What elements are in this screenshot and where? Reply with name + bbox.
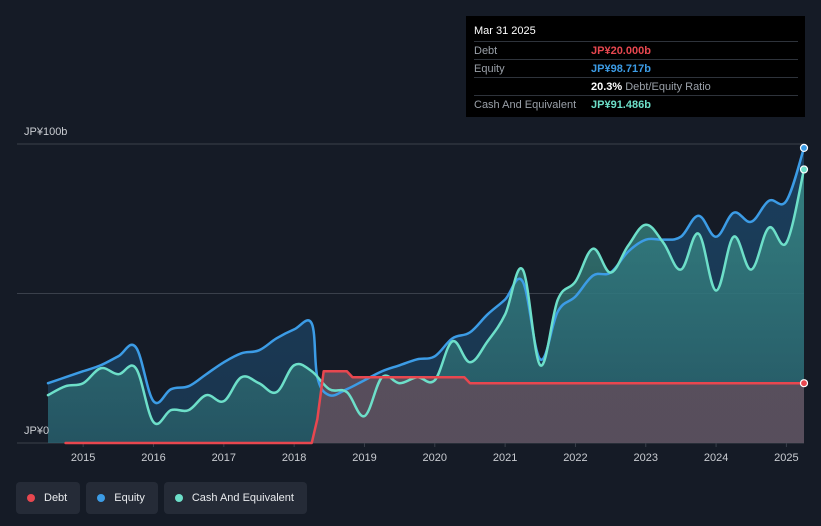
tooltip-label-equity: Equity — [474, 62, 505, 75]
x-tick-label-2016: 2016 — [141, 452, 165, 464]
debt-end-point — [799, 379, 809, 388]
legend-label-equity: Equity — [114, 492, 145, 504]
x-tick-label-2015: 2015 — [71, 452, 95, 464]
x-tick-label-2022: 2022 — [563, 452, 587, 464]
tooltip-ratio-caption: Debt/Equity Ratio — [625, 80, 711, 93]
x-tick-label-2024: 2024 — [704, 452, 728, 464]
legend-item-cash[interactable]: Cash And Equivalent — [163, 482, 307, 514]
tooltip-date: Mar 31 2025 — [474, 25, 536, 37]
cash-area — [48, 169, 804, 444]
tooltip-row-debt: Debt JP¥20.000b — [474, 41, 798, 59]
chart-legend: Debt Equity Cash And Equivalent — [16, 482, 307, 514]
tooltip-value-debt: JP¥20.000b — [591, 44, 651, 57]
series-areas — [48, 147, 804, 444]
tooltip-label-debt: Debt — [474, 44, 498, 57]
series-lines — [46, 146, 806, 445]
x-tick-label-2018: 2018 — [282, 452, 306, 464]
end-markers — [799, 143, 809, 388]
tooltip-value-ratio: 20.3% — [591, 80, 623, 93]
x-tick-label-2023: 2023 — [634, 452, 658, 464]
legend-item-equity[interactable]: Equity — [86, 482, 158, 514]
cash-line — [46, 168, 806, 426]
debt-line — [64, 369, 806, 445]
equity-line — [46, 146, 806, 405]
legend-dot-debt-icon — [27, 494, 35, 502]
tooltip-row-cash: Cash And Equivalent JP¥91.486b — [474, 95, 798, 113]
data-tooltip: Mar 31 2025 Debt JP¥20.000b Equity JP¥98… — [466, 16, 805, 117]
y-tick-label-bottom: JP¥0 — [24, 425, 49, 437]
legend-item-debt[interactable]: Debt — [16, 482, 81, 514]
tooltip-value-cash: JP¥91.486b — [591, 98, 651, 111]
legend-dot-cash-icon — [174, 494, 183, 502]
x-tick-label-2021: 2021 — [493, 452, 517, 464]
cash-end-point — [799, 165, 809, 174]
tooltip-value-equity: JP¥98.717b — [591, 62, 651, 75]
x-tick-label-2020: 2020 — [423, 452, 447, 464]
x-tick-label-2025: 2025 — [774, 452, 798, 464]
y-tick-label-top: JP¥100b — [24, 126, 67, 138]
x-tick-label-2019: 2019 — [352, 452, 376, 464]
x-tick-label-2017: 2017 — [212, 452, 236, 464]
tooltip-row-equity: Equity JP¥98.717b — [474, 59, 798, 77]
equity-end-point — [799, 143, 809, 152]
tooltip-label-cash: Cash And Equivalent — [474, 98, 577, 111]
legend-label-cash: Cash And Equivalent — [191, 492, 294, 504]
tooltip-row-ratio: 20.3% Debt/Equity Ratio — [474, 77, 798, 95]
legend-label-debt: Debt — [44, 492, 68, 504]
axis-labels: JP¥100b JP¥0 2015 2016 2017 2018 2019 2020 2021 2… — [24, 126, 799, 464]
debt-area — [65, 371, 804, 443]
legend-dot-equity-icon — [97, 494, 106, 502]
